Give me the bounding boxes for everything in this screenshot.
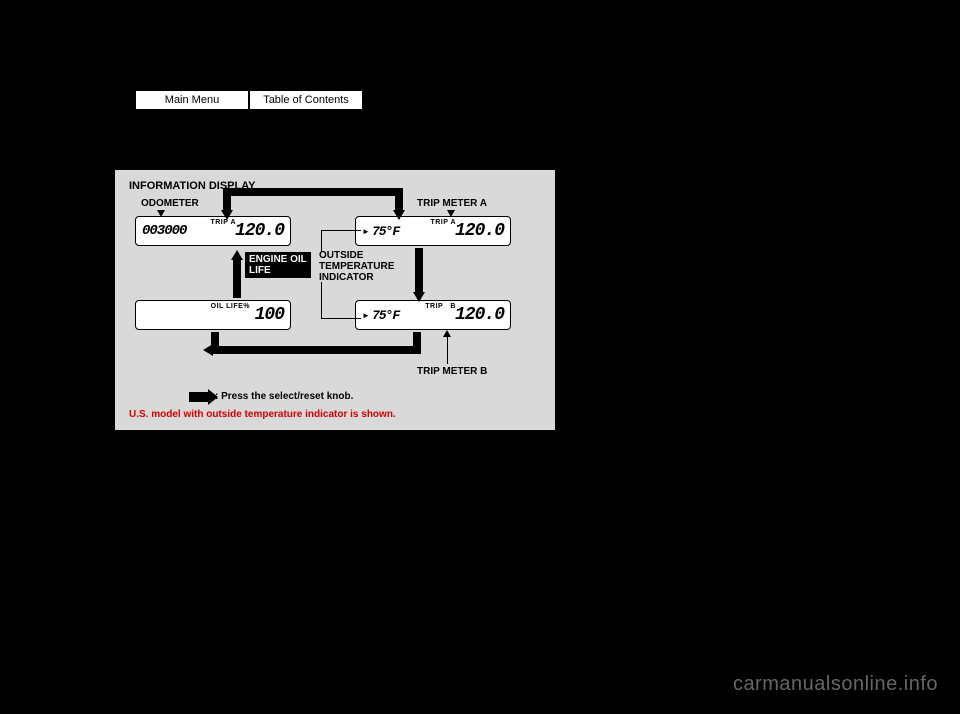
flow-arrowhead-into-tripb [413, 292, 425, 302]
trip-a-temp: 75°F [372, 224, 399, 239]
flow-arrow-right-vert [415, 248, 423, 294]
trip-a-value: 120.0 [455, 221, 504, 241]
outside-temp-pointer-line3 [321, 230, 361, 231]
lcd-trip-b: ► 75°F TRIP B 120.0 [355, 300, 511, 330]
lcd-oil-life: OIL LIFE% 100 [135, 300, 291, 330]
oil-life-value: 100 [255, 305, 284, 325]
knob-note: : Press the select/reset knob. [215, 391, 353, 402]
nav-buttons: Main Menu Table of Contents [135, 90, 363, 110]
flow-arrowhead-into-odo [221, 210, 233, 220]
odometer-value: 003000 [142, 223, 186, 239]
odometer-label: ODOMETER [141, 198, 199, 209]
lcd-trip-a: ► 75°F TRIP A 120.0 [355, 216, 511, 246]
trip-b-sublabel: TRIP B [425, 303, 456, 310]
odometer-pointer [157, 210, 165, 217]
trip-b-temp: 75°F [372, 308, 399, 323]
toc-button[interactable]: Table of Contents [249, 90, 363, 110]
outside-temp-pointer-line2 [321, 318, 361, 319]
flow-arrow-left-vert [233, 258, 241, 298]
oil-life-sublabel: OIL LIFE% [211, 303, 250, 310]
information-display-panel: INFORMATION DISPLAY ODOMETER TRIP METER … [115, 170, 555, 430]
tripb-pointer-line [447, 334, 448, 364]
tripa-pointer [447, 210, 455, 217]
flow-arrowhead-into-oil [203, 344, 213, 356]
trip-meter-b-label: TRIP METER B [417, 366, 487, 377]
footer-note: U.S. model with outside temperature indi… [129, 409, 396, 420]
flow-arrowhead-into-tripa [393, 210, 405, 220]
watermark: carmanualsonline.info [733, 673, 938, 696]
flow-arrow-top-left-drop [223, 188, 231, 212]
lcd-odometer: 003000 TRIP A 120.0 [135, 216, 291, 246]
outside-temp-pointer-line1 [321, 282, 322, 318]
flow-arrow-bottom [211, 346, 421, 354]
main-menu-button[interactable]: Main Menu [135, 90, 249, 110]
flow-arrow-bottom-right-rise [413, 332, 421, 354]
legend-arrow-icon [189, 392, 209, 402]
odometer-sublabel: TRIP A [210, 219, 236, 226]
engine-oil-life-label: ENGINE OIL LIFE [245, 252, 311, 278]
trip-meter-a-label: TRIP METER A [417, 198, 487, 209]
flow-arrowhead-up [231, 250, 243, 260]
tripb-pointer [443, 330, 451, 337]
outside-temp-pointer-line4 [321, 230, 322, 252]
odometer-trip-value: 120.0 [235, 221, 284, 241]
outside-temp-label: OUTSIDE TEMPERATURE INDICATOR [319, 250, 394, 283]
trip-a-sublabel: TRIP A [430, 219, 456, 226]
trip-b-value: 120.0 [455, 305, 504, 325]
flow-arrow-top [223, 188, 403, 196]
flow-arrow-top-right-drop [395, 188, 403, 212]
